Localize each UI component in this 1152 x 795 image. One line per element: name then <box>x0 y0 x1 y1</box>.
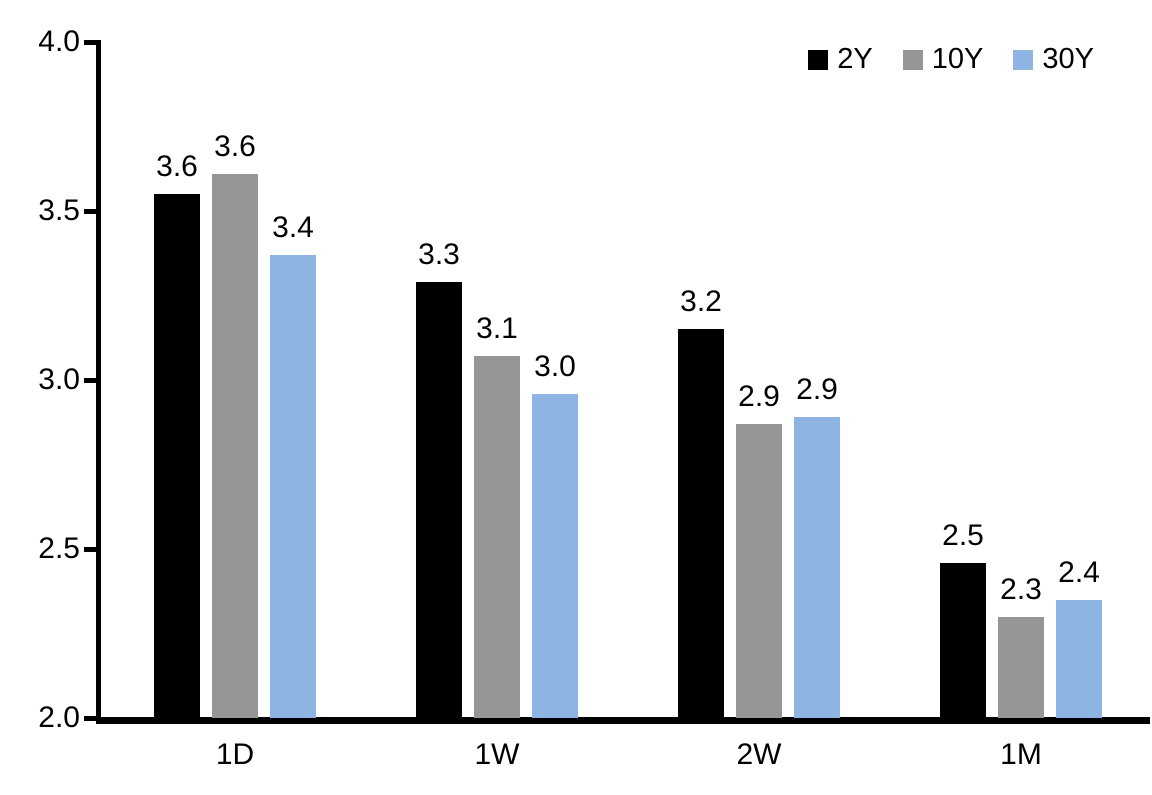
bar-10y-1d <box>212 173 258 718</box>
y-tick-label: 4.0 <box>38 25 80 58</box>
legend-swatch-icon <box>902 49 923 70</box>
y-tick-mark <box>84 209 101 214</box>
legend-label: 30Y <box>1042 43 1094 75</box>
y-tick-mark <box>84 716 101 721</box>
y-axis-line <box>96 42 101 724</box>
legend-item-30y: 30Y <box>1013 45 1094 74</box>
bar-value-label: 3.6 <box>156 150 198 184</box>
bar-30y-1m <box>1056 599 1102 718</box>
x-axis-line <box>96 717 1150 724</box>
y-tick-mark <box>84 378 101 383</box>
x-tick-label-1d: 1D <box>215 738 255 771</box>
legend-item-2y: 2Y <box>808 43 873 75</box>
bar-value-label: 3.4 <box>272 210 314 244</box>
bar-value-label: 2.9 <box>738 379 780 413</box>
y-tick-label: 2.5 <box>38 532 80 565</box>
bar-value-label: 2.3 <box>1000 572 1042 606</box>
legend-swatch-icon <box>808 49 829 70</box>
bar-2y-1d <box>154 194 200 718</box>
bar-2y-1m <box>940 562 986 718</box>
bar-value-label: 3.3 <box>418 237 460 271</box>
x-tick-label-1w: 1W <box>474 738 520 771</box>
legend-item-10y: 10Y <box>902 43 984 75</box>
bar-30y-1w <box>532 393 578 718</box>
bar-value-label: 3.2 <box>680 285 722 319</box>
legend-swatch-icon <box>1013 49 1034 70</box>
bar-10y-2w <box>736 423 782 718</box>
bar-value-label: 2.5 <box>942 518 984 552</box>
y-tick-label: 2.0 <box>38 701 80 734</box>
y-tick-mark <box>84 547 101 552</box>
bar-30y-1d <box>270 254 316 718</box>
bar-value-label: 3.6 <box>214 129 256 163</box>
x-tick-label-2w: 2W <box>736 738 782 771</box>
bar-2y-1w <box>416 281 462 718</box>
bar-value-label: 2.9 <box>796 373 838 407</box>
bar-10y-1w <box>474 356 520 718</box>
x-tick-label-1m: 1M <box>1000 738 1042 771</box>
y-tick-mark <box>84 40 101 45</box>
legend: 2Y 10Y 30Y <box>808 45 1094 74</box>
y-tick-label: 3.0 <box>38 363 80 396</box>
legend-label: 2Y <box>837 43 873 75</box>
bar-value-label: 3.0 <box>534 349 576 383</box>
bar-value-label: 3.1 <box>476 312 518 346</box>
bar-10y-1m <box>998 616 1044 718</box>
bar-value-label: 2.4 <box>1058 555 1100 589</box>
bar-2y-2w <box>678 329 724 718</box>
legend-label: 10Y <box>931 43 984 75</box>
bar-30y-2w <box>794 417 840 718</box>
y-tick-label: 3.5 <box>38 194 80 227</box>
